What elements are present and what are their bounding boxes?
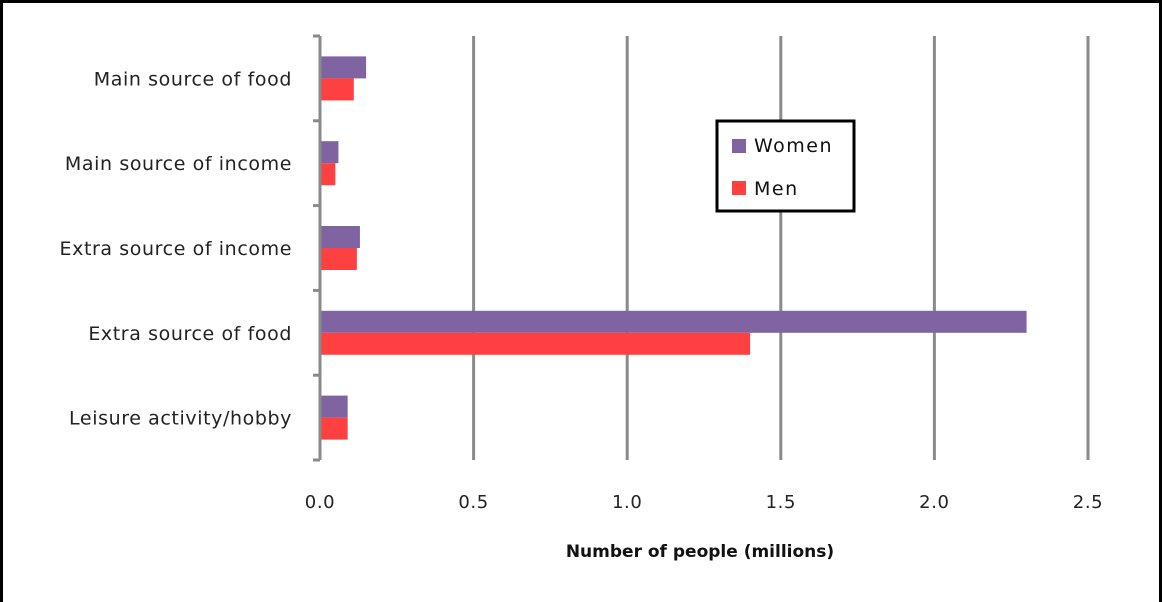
x-tick-label: 1.0 <box>612 492 642 513</box>
bar-women <box>320 56 367 79</box>
category-label: Leisure activity/hobby <box>69 408 292 430</box>
x-tick-label: 0.5 <box>458 492 488 513</box>
bar-men <box>320 332 751 355</box>
category-label: Main source of income <box>65 153 292 175</box>
legend: Women Men <box>715 119 856 213</box>
category-label: Main source of food <box>94 68 292 90</box>
x-tick-label: 2.5 <box>1073 492 1103 513</box>
legend-label-men: Men <box>754 178 799 200</box>
bar-men <box>320 248 357 270</box>
axes <box>313 34 322 462</box>
bar-men <box>320 417 348 440</box>
legend-box <box>715 119 856 213</box>
legend-swatch-women <box>732 139 746 153</box>
bar-women <box>320 141 339 164</box>
legend-swatch-men <box>732 181 746 195</box>
x-tick-labels: 0.0 0.5 1.0 1.5 2.0 2.5 <box>305 492 1103 513</box>
bars <box>320 56 1027 440</box>
gridlines <box>472 36 1090 460</box>
bar-men <box>320 163 336 186</box>
category-labels: Main source of food Main source of income… <box>60 68 292 429</box>
x-tick-label: 1.5 <box>766 492 796 513</box>
bar-women <box>320 226 360 248</box>
bar-women <box>320 395 348 418</box>
category-label: Extra source of food <box>88 323 292 345</box>
x-tick-label: 2.0 <box>919 492 949 513</box>
x-tick-label: 0.0 <box>305 492 335 513</box>
category-label: Extra source of income <box>60 238 292 260</box>
x-axis-title: Number of people (millions) <box>566 542 834 562</box>
legend-label-women: Women <box>754 135 833 157</box>
bar-women <box>320 310 1027 333</box>
bar-men <box>320 78 354 101</box>
